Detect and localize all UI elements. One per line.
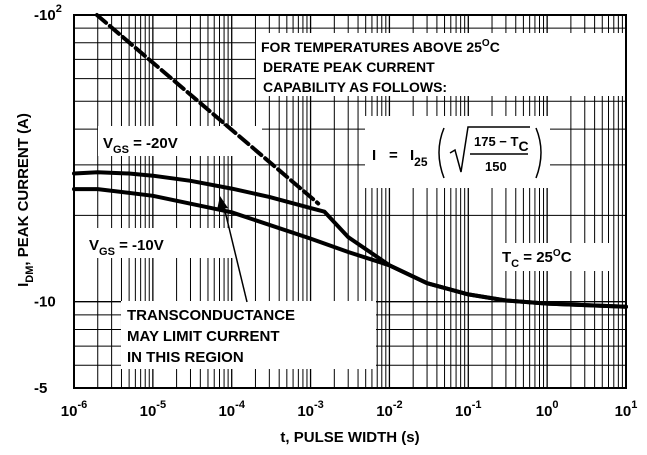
- y-tick-labels: -102 -10 -5: [34, 3, 62, 397]
- transconductance-line2: MAY LIMIT CURRENT: [127, 328, 280, 345]
- series-line-1: [72, 187, 628, 309]
- derating-formula: I = I25 175 − TC 150: [372, 126, 542, 179]
- formula-i25: I25: [410, 147, 428, 169]
- x-tick-label: 10-3: [297, 399, 323, 420]
- x-tick-label: 100: [536, 399, 559, 420]
- formula-box: [365, 116, 550, 188]
- tc-label-box: [499, 243, 611, 271]
- plot-frame: [73, 14, 627, 389]
- formula-numerator: 175 − TC: [474, 134, 529, 154]
- x-axis-title: t, PULSE WIDTH (s): [280, 429, 419, 446]
- formula-left-paren: [438, 127, 445, 179]
- transconductance-line1: TRANSCONDUCTANCE: [127, 307, 295, 324]
- arrow-head: [217, 196, 228, 210]
- x-tick-label: 10-2: [376, 399, 402, 420]
- x-tick-label: 10-5: [140, 399, 166, 420]
- series-layer: [72, 13, 628, 309]
- temp-note-line1: FOR TEMPERATURES ABOVE 25OC: [261, 38, 500, 55]
- vgs20-label: VGS = -20V: [103, 135, 178, 156]
- formula-right-paren: [535, 127, 542, 179]
- transconductance-arrow: [223, 206, 248, 303]
- sqrt-sign: [449, 126, 530, 173]
- formula-denominator: 150: [485, 159, 507, 174]
- vgs10-label: VGS = -10V: [89, 237, 164, 258]
- temp-note-line2: DERATE PEAK CURRENT: [263, 59, 435, 75]
- x-tick-label: 10-1: [455, 399, 481, 420]
- formula-lhs: I: [372, 147, 376, 164]
- formula-equals: =: [389, 147, 398, 164]
- temp-note-box: [256, 33, 626, 96]
- y-tick-label: -5: [34, 380, 47, 397]
- y-axis-title: IDM, PEAK CURRENT (A): [15, 113, 36, 287]
- temp-note-line3: CAPABILITY AS FOLLOWS:: [263, 79, 447, 95]
- y-tick-label: -102: [34, 3, 62, 24]
- x-tick-labels: 10-6 10-5 10-4 10-3 10-2 10-1 100 101: [61, 399, 638, 420]
- x-tick-label: 10-4: [218, 399, 245, 420]
- x-tick-label: 101: [615, 399, 638, 420]
- x-tick-label: 10-6: [61, 399, 87, 420]
- y-tick-label: -10: [34, 294, 56, 311]
- transconductance-line3: IN THIS REGION: [127, 349, 244, 366]
- series-line-2: [94, 13, 321, 206]
- transconductance-box: [121, 301, 376, 369]
- tc-label: TC = 25OC: [502, 248, 572, 270]
- vgs10-label-box: [84, 228, 250, 258]
